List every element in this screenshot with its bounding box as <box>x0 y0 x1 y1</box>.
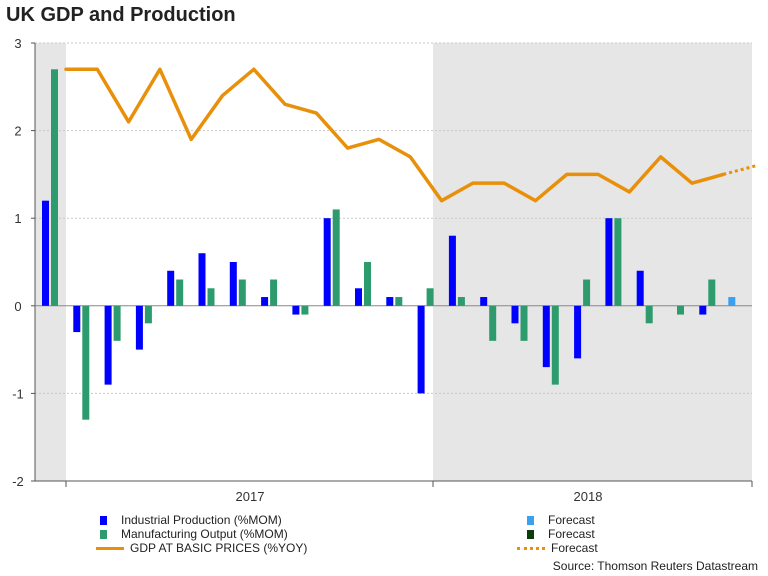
bar-industrial <box>636 270 644 306</box>
legend-right: Forecast Forecast Forecast <box>517 513 598 555</box>
bar-manufacturing <box>364 262 371 306</box>
bar-industrial <box>104 305 112 385</box>
legend-item-forecast-bar: Forecast <box>527 513 598 527</box>
bar-industrial <box>167 270 175 306</box>
legend-left: Industrial Production (%MOM) Manufacturi… <box>96 513 308 555</box>
legend-item-forecast-line: Forecast <box>517 541 598 555</box>
legend-label-gdp: GDP AT BASIC PRICES (%YOY) <box>130 541 308 555</box>
gridlines <box>35 42 752 394</box>
axes <box>31 42 753 487</box>
gdp-line <box>64 67 757 203</box>
tick-labels: -2 -1 0 1 2 3 2017 2018 <box>12 36 602 504</box>
bar-forecast <box>728 297 736 306</box>
bar-manufacturing <box>489 305 497 341</box>
bar-manufacturing <box>207 288 215 306</box>
bar-industrial <box>323 218 331 306</box>
bar-industrial <box>135 305 143 350</box>
bar-manufacturing <box>614 218 622 306</box>
y-tick-label: 0 <box>14 299 21 314</box>
legend-label-forecast-mfg: Forecast <box>548 527 595 541</box>
bar-industrial <box>292 305 300 315</box>
legend-item-industrial: Industrial Production (%MOM) <box>100 513 307 527</box>
bar-industrial <box>574 305 582 359</box>
shade-2018 <box>433 43 752 481</box>
bar-manufacturing <box>238 279 246 306</box>
legend-label-forecast-line: Forecast <box>551 541 598 555</box>
bar-industrial <box>480 297 488 306</box>
bar-industrial <box>699 305 707 315</box>
y-tick-label: 3 <box>14 36 21 51</box>
x-year-label: 2018 <box>574 489 603 504</box>
bar-manufacturing <box>144 305 152 324</box>
y-tick-label: -1 <box>12 386 24 401</box>
legend-label-industrial: Industrial Production (%MOM) <box>121 513 282 527</box>
bar-manufacturing <box>677 305 684 315</box>
bar-industrial <box>42 200 49 306</box>
bar-manufacturing <box>301 305 309 315</box>
bar-manufacturing <box>113 305 121 341</box>
bar-manufacturing <box>176 279 184 306</box>
bar-manufacturing <box>270 279 278 306</box>
bar-industrial <box>605 218 613 306</box>
y-tick-label: 1 <box>14 211 21 226</box>
bar-manufacturing <box>708 279 716 306</box>
legend-swatch-industrial <box>100 516 107 526</box>
bar-manufacturing <box>426 288 434 306</box>
bar-manufacturing <box>332 209 340 306</box>
bar-manufacturing <box>51 69 58 306</box>
bar-industrial <box>542 305 550 368</box>
legend-swatch-gdp <box>96 547 124 551</box>
chart-title: UK GDP and Production <box>6 4 236 26</box>
legend-swatch-forecast-line <box>517 547 545 551</box>
bar-manufacturing <box>645 305 653 324</box>
legend-item-forecast-mfg: Forecast <box>527 527 598 541</box>
legend-item-manufacturing: Manufacturing Output (%MOM) <box>100 527 307 541</box>
legend-swatch-manufacturing <box>100 530 107 540</box>
legend-label-manufacturing: Manufacturing Output (%MOM) <box>121 527 288 541</box>
shaded-regions <box>35 43 752 481</box>
bar-manufacturing <box>551 305 559 385</box>
bar-industrial <box>73 305 81 333</box>
bar-industrial <box>198 253 206 306</box>
bar-manufacturing <box>583 279 591 306</box>
legend-swatch-forecast-mfg <box>527 530 534 540</box>
legend-item-gdp: GDP AT BASIC PRICES (%YOY) <box>96 541 308 555</box>
legend-swatch-forecast-bar <box>527 516 534 526</box>
bar-industrial <box>417 305 425 394</box>
source-note: Source: Thomson Reuters Datastream <box>552 559 758 573</box>
bar-industrial <box>261 297 269 306</box>
bars <box>42 69 736 420</box>
y-tick-label: 2 <box>14 124 21 139</box>
shade-2016 <box>35 43 66 481</box>
bar-manufacturing <box>82 305 90 420</box>
bar-industrial <box>448 235 456 306</box>
x-year-label: 2017 <box>236 489 265 504</box>
bar-industrial <box>355 288 362 306</box>
legend-label-forecast-bar: Forecast <box>548 513 595 527</box>
bar-manufacturing <box>457 297 465 306</box>
y-tick-label: -2 <box>12 474 24 489</box>
bar-industrial <box>386 297 394 306</box>
bar-manufacturing <box>520 305 528 341</box>
bar-industrial <box>229 262 237 306</box>
gdp-line-path <box>64 67 726 203</box>
bar-manufacturing <box>395 297 403 306</box>
bar-industrial <box>511 305 519 324</box>
